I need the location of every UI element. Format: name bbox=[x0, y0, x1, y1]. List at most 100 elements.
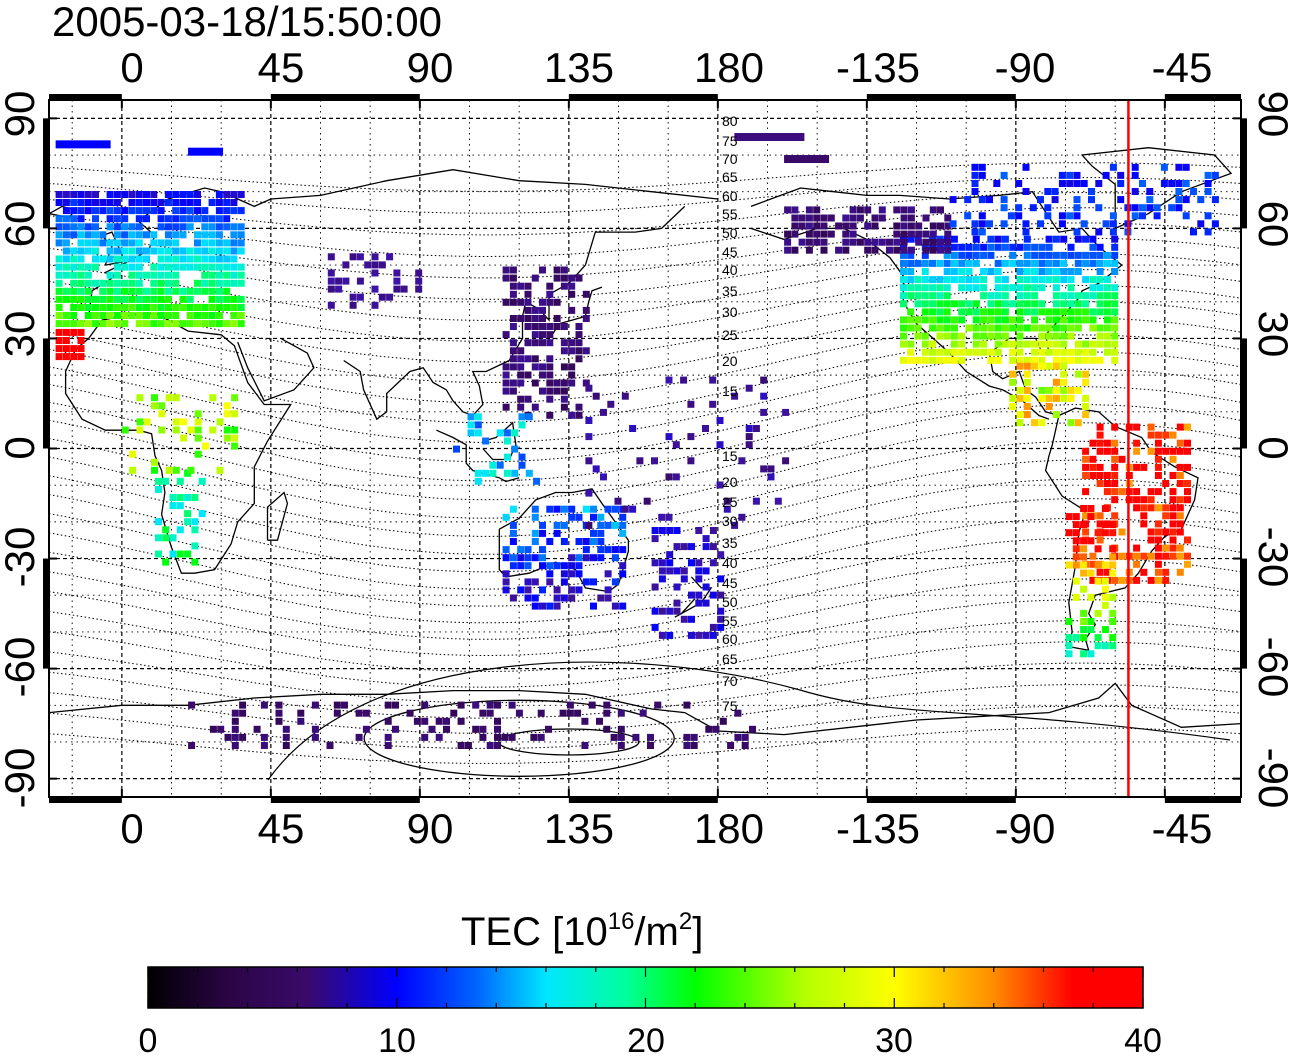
tec-cell bbox=[230, 255, 238, 263]
colorbar: TEC [1016/m2] 0 10 20 30 40 bbox=[139, 908, 1162, 1057]
tec-cell bbox=[1082, 259, 1090, 267]
tec-cell bbox=[1023, 340, 1031, 348]
tec-cell bbox=[980, 348, 988, 356]
tec-cell bbox=[1031, 308, 1039, 316]
tec-cell bbox=[636, 457, 644, 465]
tec-cell bbox=[524, 298, 532, 306]
magnetic-latitude-label: 65 bbox=[722, 651, 738, 667]
tec-cell bbox=[1038, 243, 1046, 251]
tec-cell bbox=[717, 551, 725, 559]
magnetic-latitude-label: 40 bbox=[722, 262, 738, 278]
tec-cell bbox=[1096, 472, 1104, 479]
tec-cell bbox=[355, 709, 363, 717]
tec-cell bbox=[539, 306, 546, 314]
tec-cell bbox=[1009, 370, 1017, 378]
tec-cell bbox=[980, 276, 988, 284]
tec-cell bbox=[1096, 463, 1104, 471]
coastline-segment bbox=[88, 169, 718, 317]
tec-cell bbox=[194, 410, 202, 418]
tec-cell bbox=[201, 223, 209, 231]
tec-cell bbox=[1140, 552, 1148, 560]
tec-cell bbox=[517, 363, 525, 371]
tec-cell bbox=[687, 457, 695, 465]
magnetic-contour bbox=[49, 578, 1241, 657]
tec-cell bbox=[172, 191, 180, 198]
tec-cell bbox=[489, 469, 497, 477]
tec-cell bbox=[1154, 455, 1162, 463]
tec-cell bbox=[208, 255, 216, 263]
tec-cell bbox=[994, 356, 1002, 364]
tec-cell bbox=[1162, 544, 1170, 552]
tec-cell bbox=[673, 543, 681, 551]
tec-cell bbox=[179, 223, 187, 231]
left-y-tick-label: 0 bbox=[0, 436, 43, 459]
tec-cell bbox=[949, 196, 957, 204]
tec-cell bbox=[84, 199, 92, 206]
tec-cell bbox=[1082, 356, 1090, 364]
tec-cell bbox=[349, 301, 357, 309]
tec-cell bbox=[1082, 370, 1090, 378]
tec-cell bbox=[172, 239, 180, 247]
tec-cell bbox=[502, 554, 510, 562]
tec-cell bbox=[1160, 180, 1168, 187]
tec-cell bbox=[717, 575, 725, 583]
coastline-segment bbox=[436, 429, 520, 483]
tec-cell bbox=[537, 733, 545, 741]
tec-cell bbox=[1060, 259, 1068, 267]
tec-cell bbox=[121, 304, 129, 311]
tec-cell bbox=[1109, 529, 1117, 537]
tec-cell bbox=[1082, 300, 1090, 308]
tec-cell bbox=[560, 403, 568, 411]
tec-cell bbox=[106, 207, 114, 215]
tec-cell bbox=[230, 191, 238, 198]
tec-cell bbox=[1169, 496, 1177, 504]
tec-cell bbox=[673, 583, 681, 591]
tec-cell bbox=[1067, 316, 1075, 324]
tec-cell bbox=[965, 276, 973, 284]
tec-cell bbox=[1045, 394, 1053, 402]
tec-cell bbox=[1031, 340, 1039, 348]
tec-cell bbox=[539, 554, 546, 562]
tec-cell bbox=[820, 214, 828, 222]
tec-cell bbox=[994, 332, 1002, 340]
tec-cell bbox=[978, 196, 986, 204]
tec-cell bbox=[92, 207, 99, 215]
tec-cell bbox=[553, 298, 561, 306]
magnetic-contour bbox=[49, 440, 1241, 537]
tec-cell bbox=[1038, 419, 1046, 427]
tec-cell bbox=[1176, 512, 1184, 520]
tec-cell bbox=[611, 546, 619, 554]
tec-cell bbox=[157, 207, 165, 215]
tec-cell bbox=[1103, 308, 1111, 316]
tec-cell bbox=[590, 554, 597, 562]
tec-cell bbox=[560, 379, 568, 387]
tec-cell bbox=[1023, 259, 1031, 267]
tec-cell bbox=[871, 246, 879, 254]
tec-cell bbox=[680, 543, 688, 551]
tec-cell bbox=[695, 527, 703, 534]
tec-cell bbox=[1009, 403, 1017, 410]
tec-cell bbox=[553, 529, 561, 537]
tec-cell bbox=[509, 379, 517, 387]
tec-cell bbox=[517, 282, 525, 290]
tec-cell bbox=[1089, 560, 1097, 568]
tec-cell bbox=[150, 247, 158, 255]
tec-cell bbox=[179, 287, 187, 295]
tec-cell bbox=[1060, 324, 1068, 332]
tec-cell bbox=[900, 268, 907, 275]
tec-cell bbox=[702, 631, 710, 639]
tec-cell bbox=[937, 206, 944, 214]
tec-cell bbox=[223, 215, 231, 223]
tec-cell bbox=[1111, 576, 1119, 584]
tec-cell bbox=[936, 324, 944, 332]
tec-cell bbox=[546, 355, 554, 363]
tec-cell bbox=[665, 433, 673, 441]
tec-cell bbox=[695, 567, 703, 575]
tec-cell bbox=[209, 426, 217, 434]
tec-cell bbox=[1094, 577, 1102, 585]
tec-cell bbox=[1184, 488, 1191, 496]
tec-cell bbox=[1154, 463, 1162, 471]
tec-cell bbox=[546, 379, 554, 387]
tec-cell bbox=[223, 223, 231, 231]
tec-cell bbox=[1023, 276, 1031, 284]
